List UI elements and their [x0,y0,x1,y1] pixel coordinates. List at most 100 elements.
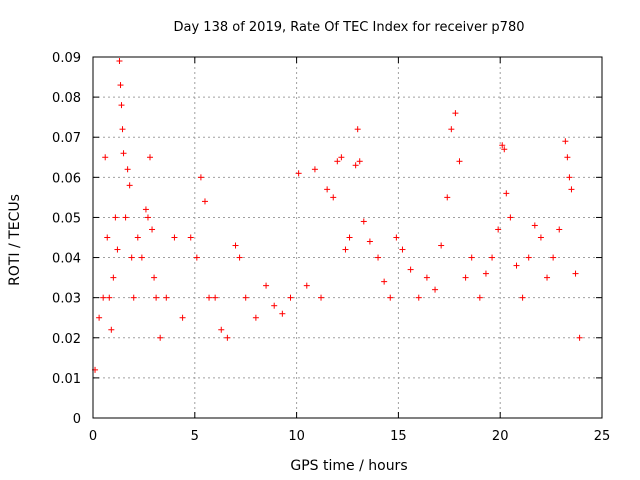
data-point [568,186,575,193]
data-point [499,142,506,149]
data-point [271,302,278,309]
data-point [576,334,583,341]
data-point [295,170,302,177]
data-point [423,274,430,281]
data-point [206,294,213,301]
data-point [187,234,194,241]
y-tick-label: 0 [73,412,81,427]
data-point [381,278,388,285]
data-point [120,150,127,157]
data-point [507,214,514,221]
data-point [572,270,579,277]
x-tick-label: 25 [594,429,611,444]
y-tick-label: 0.04 [52,252,81,267]
y-tick-label: 0.02 [52,332,81,347]
data-point [338,154,345,161]
data-point [218,326,225,333]
data-point [495,226,502,233]
data-point [519,294,526,301]
data-point [482,270,489,277]
axis-ticks [92,56,603,419]
data-point [462,274,469,281]
data-point [438,242,445,249]
x-tick-label: 5 [191,429,199,444]
data-point [142,206,149,213]
data-point [544,274,551,281]
data-point [102,154,109,161]
data-point [287,294,294,301]
data-point [163,294,170,301]
data-point [468,254,475,261]
data-point [130,294,137,301]
data-point [201,198,208,205]
x-tick-label: 0 [89,429,97,444]
data-point [476,294,483,301]
data-point [242,294,249,301]
data-point [119,126,126,133]
data-point [134,234,141,241]
data-point [157,334,164,341]
data-point [197,174,204,181]
data-point [537,234,544,241]
data-point [212,294,219,301]
data-point [375,254,382,261]
data-point [407,266,414,273]
data-point [393,234,400,241]
y-tick-label: 0.01 [52,372,81,387]
tick-labels: 0 5 10 15 20 25 0 0.01 0.02 0.03 0.04 0.05 0.06 0.07 0… [52,51,610,444]
data-point [352,162,359,169]
data-point [354,126,361,133]
data-point [318,294,325,301]
data-point [566,174,573,181]
data-point [360,218,367,225]
data-point [556,226,563,233]
data-point [252,314,259,321]
data-point [153,294,160,301]
data-point [279,310,286,317]
y-tick-label: 0.07 [52,131,81,146]
data-point [193,254,200,261]
data-point [116,58,123,65]
data-point [564,154,571,161]
data-point [452,110,459,117]
data-point [104,234,111,241]
data-points [92,58,583,373]
data-point [489,254,496,261]
y-tick-label: 0.09 [52,51,81,66]
data-point [151,274,158,281]
data-point [525,254,532,261]
data-point [366,238,373,245]
y-axis-label: ROTI / TECUs [7,194,23,286]
data-point [147,154,154,161]
x-tick-label: 15 [390,429,407,444]
x-tick-label: 10 [288,429,305,444]
data-point [387,294,394,301]
data-point [444,194,451,201]
data-point [179,314,186,321]
data-point [149,226,156,233]
data-point [117,82,124,89]
data-point [562,138,569,145]
data-point [342,246,349,253]
data-point [138,254,145,261]
data-point [503,190,510,197]
data-point [171,234,178,241]
data-point [448,126,455,133]
data-point [232,242,239,249]
data-point [128,254,135,261]
data-point [513,262,520,269]
data-point [531,222,538,229]
data-point [432,286,439,293]
data-point [112,214,119,221]
data-point [224,334,231,341]
data-point [122,214,129,221]
data-point [106,294,113,301]
data-point [550,254,557,261]
data-point [118,102,125,109]
data-point [110,274,117,281]
data-point [114,246,121,253]
y-tick-label: 0.06 [52,171,81,186]
data-point [96,314,103,321]
plot-frame [92,56,603,419]
